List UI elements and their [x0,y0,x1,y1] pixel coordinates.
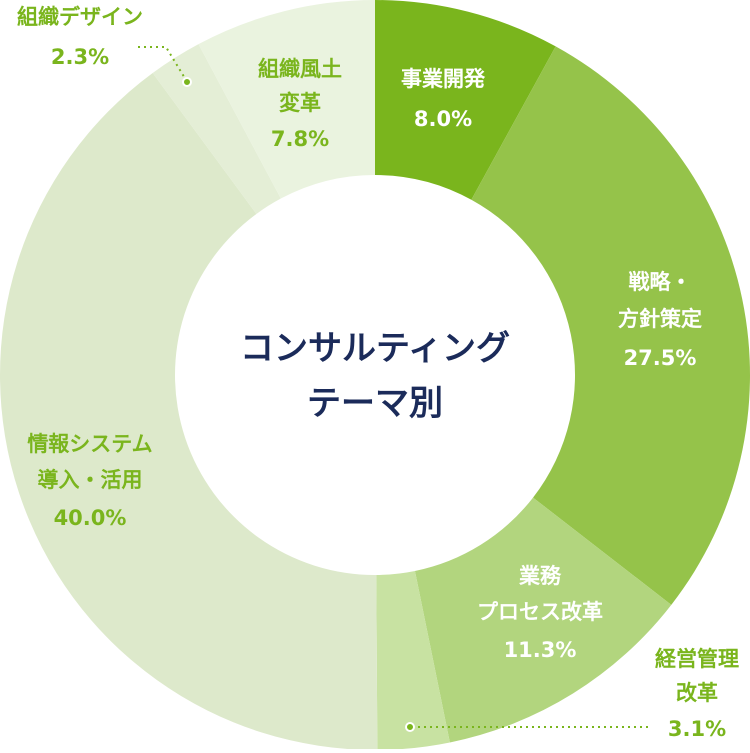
leader-dot [405,722,415,732]
category-label: プロセス改革 [477,600,603,624]
category-label: 戦略・ [629,270,692,294]
segment [198,0,375,199]
value-label: 40.0% [54,506,127,530]
category-label: 導入・活用 [38,468,143,492]
chart-title: テーマ別 [307,384,443,424]
segment [375,0,556,200]
value-label: 27.5% [624,346,697,370]
segment [152,44,281,214]
segment [376,570,450,750]
category-label: 経営管理 [655,647,739,671]
category-label: 情報システム [27,432,152,456]
value-label: 3.1% [668,717,726,741]
chart-title: コンサルティング [240,329,510,369]
category-label: 事業開発 [401,67,486,91]
category-label: 方針策定 [618,307,702,331]
category-label: 改革 [676,681,718,705]
leader-dot [182,77,192,87]
value-label: 11.3% [504,638,577,662]
segment [0,73,378,750]
segment [471,46,750,605]
category-label: 業務 [519,564,562,588]
category-label: 変革 [279,91,321,115]
value-label: 8.0% [414,107,472,131]
category-label: 組織風土 [258,57,342,81]
leaders [138,46,650,728]
value-label: 2.3% [51,45,109,69]
segment [414,497,672,743]
value-label: 7.8% [271,127,329,151]
category-label: 組織デザイン [17,5,143,29]
